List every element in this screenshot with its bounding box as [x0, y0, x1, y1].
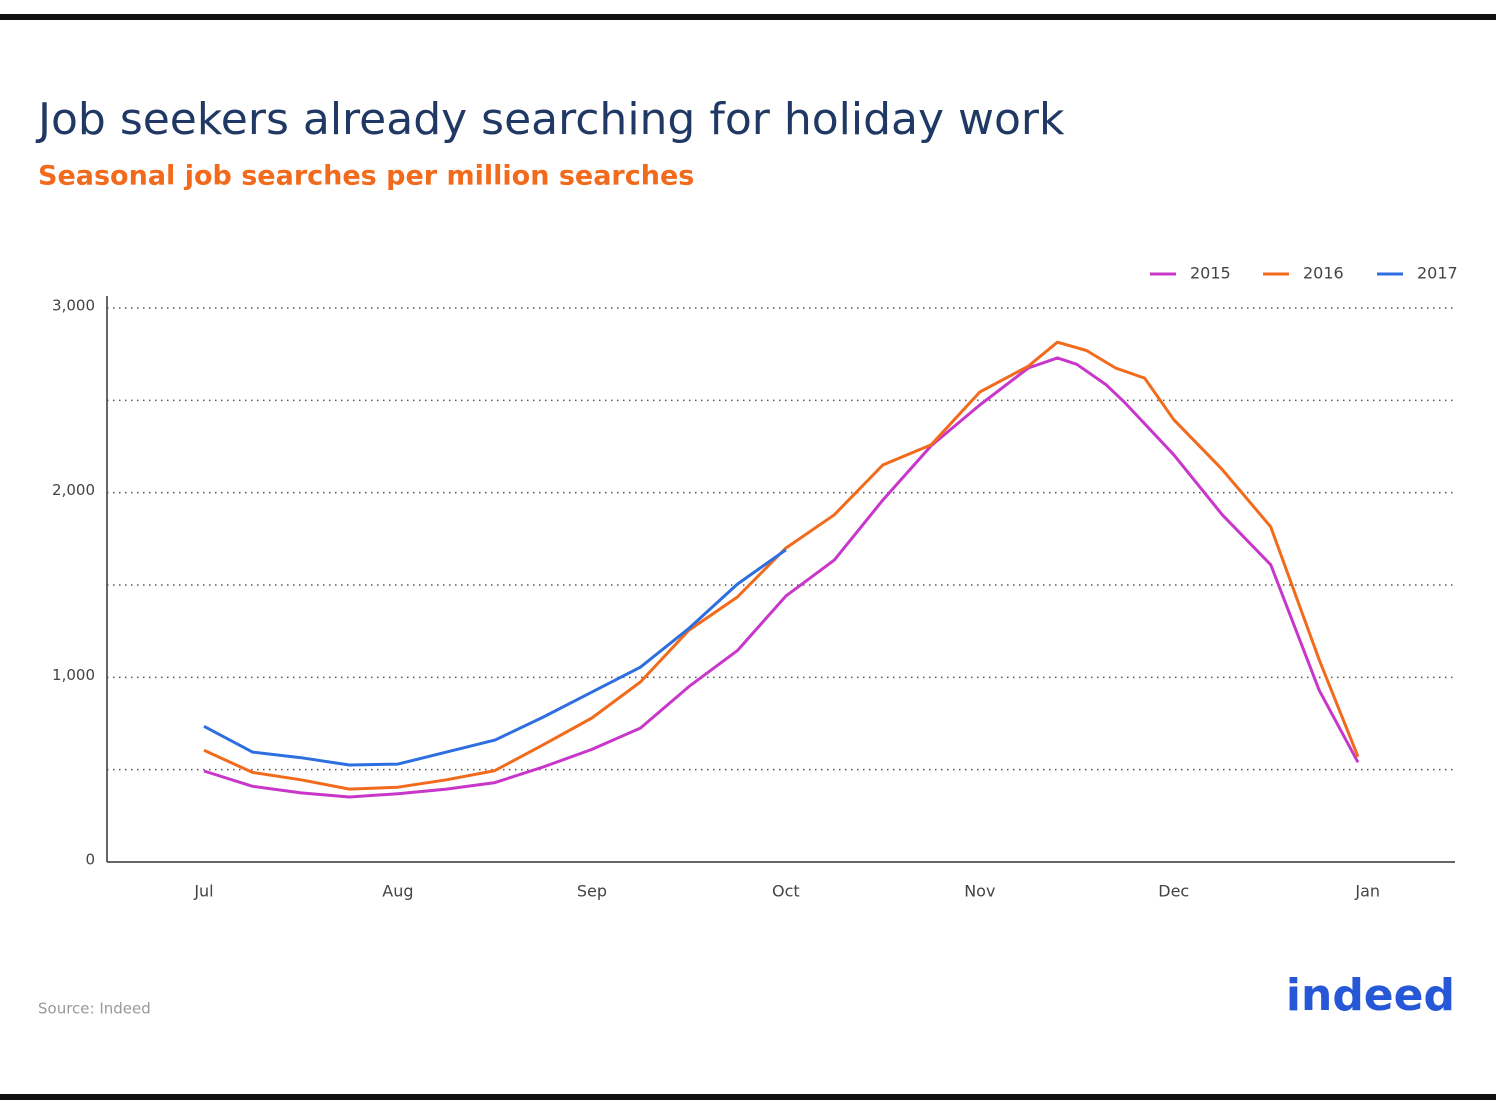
series-line — [203, 356, 1360, 799]
legend-label: 2015 — [1190, 264, 1231, 283]
x-tick-label: Jan — [1354, 882, 1380, 901]
y-tick-label: 0 — [85, 851, 95, 869]
bottom-rule — [0, 1094, 1496, 1100]
top-rule — [0, 14, 1496, 20]
x-tick-label: Jul — [193, 882, 213, 901]
legend-label: 2017 — [1417, 264, 1458, 283]
chart-title: Job seekers already searching for holida… — [35, 94, 1065, 145]
source: Source: Indeed — [38, 1000, 151, 1018]
x-tick-label: Oct — [772, 882, 800, 901]
series-line — [203, 340, 1360, 791]
x-tick-label: Dec — [1158, 882, 1189, 901]
y-tick-label: 2,000 — [52, 481, 95, 499]
chart-subtitle: Seasonal job searches per million search… — [38, 161, 694, 192]
x-tick-label: Sep — [577, 882, 607, 901]
legend-label: 2016 — [1303, 264, 1344, 283]
x-tick-label: Nov — [964, 882, 995, 901]
y-tick-label: 3,000 — [52, 297, 95, 315]
x-tick-label: Aug — [382, 882, 413, 901]
logo: indeed — [1286, 970, 1455, 1021]
series-line — [203, 548, 787, 767]
y-tick-label: 1,000 — [52, 666, 95, 684]
